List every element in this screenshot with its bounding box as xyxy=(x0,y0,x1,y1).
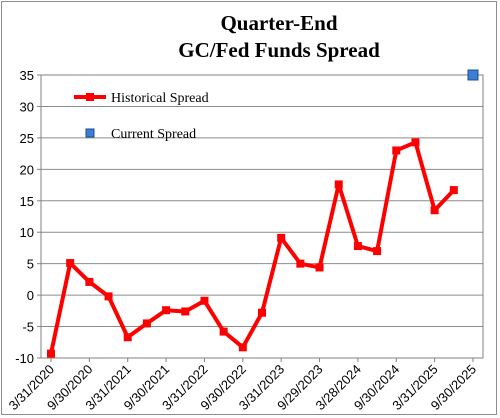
series-layer xyxy=(47,69,479,358)
y-tick-label: 0 xyxy=(27,288,34,303)
historical-spread-point xyxy=(315,263,324,272)
chart-title-line-1: Quarter-End xyxy=(220,11,337,35)
legend-historical-marker xyxy=(86,93,94,101)
legend-historical-label: Historical Spread xyxy=(111,91,209,106)
historical-spread-point xyxy=(334,180,343,189)
historical-spread-point xyxy=(449,186,458,195)
historical-spread-point xyxy=(353,242,362,251)
historical-spread-point xyxy=(238,343,247,352)
historical-spread-point xyxy=(181,307,190,316)
historical-spread-point xyxy=(162,306,171,315)
y-tick-label: 35 xyxy=(20,68,34,83)
y-tick-label: 25 xyxy=(20,131,34,146)
y-tick-label: 5 xyxy=(27,257,34,272)
historical-spread-point xyxy=(296,259,305,268)
y-axis-ticks: -10 -5 0 5 10 15 20 25 30 35 xyxy=(15,68,41,366)
historical-spread-point xyxy=(142,319,151,328)
historical-spread-point xyxy=(104,292,113,301)
historical-spread-point xyxy=(219,327,228,336)
plot-area xyxy=(40,74,484,359)
y-tick-label: 10 xyxy=(20,225,34,240)
historical-spread-point xyxy=(277,233,286,242)
historical-spread-point xyxy=(47,349,55,358)
legend-current-marker xyxy=(85,128,95,138)
historical-spread-point xyxy=(373,247,382,256)
chart-title-line-2: GC/Fed Funds Spread xyxy=(178,38,380,62)
historical-spread-point xyxy=(411,138,420,147)
y-tick-label: -10 xyxy=(15,351,34,366)
x-axis-ticks: 3/31/20209/30/20203/31/20219/30/20213/31… xyxy=(6,358,479,413)
historical-spread-line xyxy=(49,140,456,355)
y-tick-label: -5 xyxy=(22,320,34,335)
y-tick-label: 20 xyxy=(20,162,34,177)
current-spread-point xyxy=(467,69,479,81)
y-tick-label: 30 xyxy=(20,99,34,114)
historical-spread-point xyxy=(85,277,94,286)
legend-current-label: Current Spread xyxy=(111,127,196,142)
historical-spread-point xyxy=(392,146,401,155)
legend: Historical Spread Current Spread xyxy=(74,91,209,142)
historical-spread-point xyxy=(123,333,132,342)
historical-spread-point xyxy=(258,308,266,317)
historical-spread-point xyxy=(200,296,209,305)
historical-spread-point xyxy=(66,259,75,268)
y-tick-label: 15 xyxy=(20,194,34,209)
historical-spread-point xyxy=(430,206,439,215)
